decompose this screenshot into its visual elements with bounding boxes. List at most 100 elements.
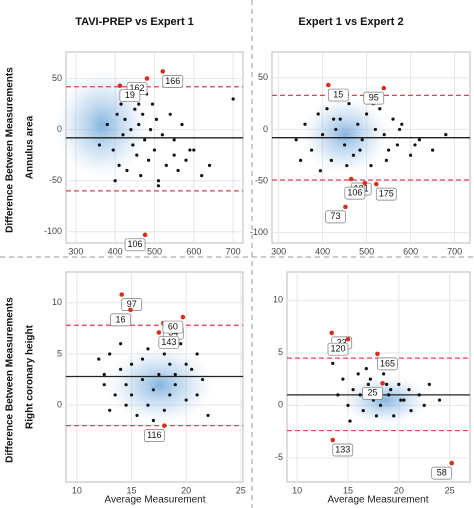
outlier-label: 60	[168, 321, 178, 331]
y-tick-label: 0	[57, 400, 62, 410]
y-tick-label: 10	[273, 295, 283, 305]
label-box	[332, 443, 354, 457]
point	[364, 367, 368, 371]
x-tick-label: 700	[447, 246, 462, 256]
y-tick-label: -100	[44, 226, 62, 236]
point	[397, 382, 401, 386]
x-tick-label: 300	[271, 246, 286, 256]
outlier-point	[329, 330, 335, 336]
y-tick-label: 5	[278, 347, 283, 357]
point	[115, 112, 119, 116]
point	[400, 122, 404, 126]
y-tick-label: -50	[49, 175, 62, 185]
outlier-point	[375, 351, 380, 357]
point	[156, 179, 161, 183]
y-tick-label: -100	[250, 227, 268, 237]
x-tick-label: 500	[147, 246, 162, 256]
point	[102, 383, 106, 387]
x-tick-label: 400	[315, 246, 330, 256]
point	[156, 184, 161, 188]
outlier-point	[380, 381, 385, 386]
point	[97, 357, 101, 361]
y-axis-title: Difference Between Measurements	[5, 67, 16, 233]
point	[173, 372, 177, 377]
y-tick-label: 0	[278, 400, 283, 410]
point	[137, 122, 141, 127]
label-box	[344, 186, 366, 200]
point	[409, 153, 413, 157]
point	[121, 133, 125, 137]
point	[129, 128, 133, 132]
outlier-label: 162	[130, 83, 145, 93]
density	[340, 375, 430, 425]
point	[444, 132, 448, 137]
point	[97, 143, 102, 147]
panel-title: Expert 1 vs Expert 2	[298, 16, 403, 28]
point	[382, 132, 386, 137]
point	[140, 357, 145, 361]
outlier-point	[343, 204, 348, 210]
point	[361, 409, 365, 413]
outlier-label: 25	[368, 388, 378, 398]
x-tick-label: 20	[181, 485, 191, 495]
point	[391, 117, 395, 121]
point	[334, 127, 338, 132]
point	[135, 153, 139, 157]
outlier-point	[362, 180, 368, 186]
point	[195, 352, 199, 356]
point	[151, 388, 156, 392]
outlier-point	[180, 314, 186, 320]
outlier-point	[326, 82, 331, 88]
point	[206, 413, 210, 418]
outlier-point	[330, 437, 336, 443]
point	[123, 117, 127, 122]
outlier-point	[373, 181, 379, 187]
y-axis-title: Difference Between Measurements	[5, 297, 16, 463]
outlier-label: 133	[335, 444, 350, 454]
point	[200, 173, 204, 178]
point	[387, 148, 391, 152]
y-tick-label: 50	[258, 72, 268, 82]
point	[338, 117, 342, 121]
point	[399, 398, 403, 402]
outlier-label: 120	[330, 344, 345, 354]
point	[146, 403, 150, 407]
x-tick-label: 25	[236, 485, 246, 495]
point	[437, 398, 442, 402]
label-box	[327, 88, 349, 102]
point	[179, 342, 183, 346]
outlier-label: 95	[369, 93, 379, 103]
x-tick-label: 25	[445, 485, 455, 495]
point	[373, 127, 377, 132]
outlier-point	[156, 330, 162, 335]
label-box	[431, 466, 453, 480]
point	[351, 153, 355, 157]
panel-title: TAVI-PREP vs Expert 1	[75, 16, 194, 28]
point	[358, 148, 362, 152]
point	[381, 372, 386, 376]
point	[180, 122, 184, 127]
point	[299, 158, 303, 163]
point	[176, 168, 180, 173]
x-tick-label: 15	[343, 485, 353, 495]
x-tick-label: 700	[226, 246, 241, 256]
point	[195, 393, 199, 397]
outlier-point	[162, 423, 167, 428]
point	[168, 362, 172, 366]
outlier-label: 58	[437, 467, 447, 477]
point	[152, 148, 157, 152]
point	[395, 143, 399, 147]
x-tick-label: 300	[68, 246, 83, 256]
point	[160, 133, 164, 137]
outlier-point	[160, 69, 166, 74]
outlier-label: 106	[128, 239, 143, 249]
point	[157, 372, 161, 377]
point	[146, 347, 150, 351]
point	[368, 377, 372, 381]
label-box	[375, 187, 397, 201]
point	[168, 393, 172, 397]
x-tick-label: 400	[108, 246, 123, 256]
point	[125, 168, 129, 173]
label-box	[143, 429, 165, 443]
